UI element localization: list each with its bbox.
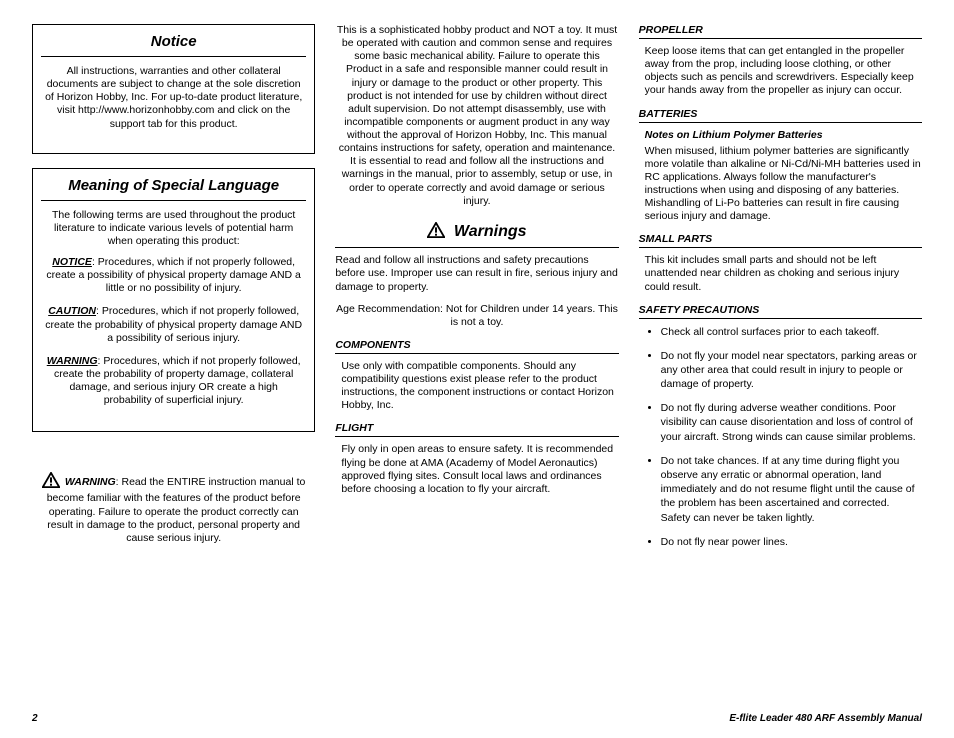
column-2: This is a sophisticated hobby product an… xyxy=(335,24,618,704)
list-item: Do not fly near power lines. xyxy=(661,535,922,549)
list-item: Do not take chances. If at any time duri… xyxy=(661,454,922,525)
warning-triangle-icon xyxy=(427,225,449,242)
list-item: Check all control surfaces prior to each… xyxy=(661,325,922,339)
propeller-head: PROPELLER xyxy=(639,24,922,39)
special-intro: The following terms are used throughout … xyxy=(45,209,302,248)
standalone-warning: WARNING: Read the ENTIRE instruction man… xyxy=(32,472,315,545)
def-term: WARNING xyxy=(47,355,98,367)
notice-body: All instructions, warranties and other c… xyxy=(45,65,302,131)
list-item: Do not fly during adverse weather condit… xyxy=(661,401,922,444)
warnings-intro: Read and follow all instructions and saf… xyxy=(335,254,618,295)
list-item: Do not fly your model near spectators, p… xyxy=(661,349,922,392)
warnings-title-text: Warnings xyxy=(454,223,527,240)
components-head: COMPONENTS xyxy=(335,339,618,354)
def-caution: CAUTION: Procedures, which if not proper… xyxy=(45,305,302,344)
components-body: Use only with compatible components. Sho… xyxy=(341,360,618,413)
warning-label: WARNING xyxy=(65,476,116,488)
smallparts-body: This kit includes small parts and should… xyxy=(645,254,922,293)
flight-head: FLIGHT xyxy=(335,422,618,437)
notice-title: Notice xyxy=(41,33,306,57)
batteries-subhead: Notes on Lithium Polymer Batteries xyxy=(645,129,922,141)
warning-triangle-icon xyxy=(42,472,60,492)
age-recommendation: Age Recommendation: Not for Children und… xyxy=(335,303,618,329)
notice-box: Notice All instructions, warranties and … xyxy=(32,24,315,154)
column-3: PROPELLER Keep loose items that can get … xyxy=(639,24,922,704)
special-title: Meaning of Special Language xyxy=(41,177,306,201)
warnings-heading: Warnings xyxy=(335,222,618,248)
batteries-head: BATTERIES xyxy=(639,108,922,123)
batteries-body: When misused, lithium polymer batteries … xyxy=(645,145,922,224)
safety-head: SAFETY PRECAUTIONS xyxy=(639,304,922,319)
page-columns: Notice All instructions, warranties and … xyxy=(32,24,922,704)
def-warning: WARNING: Procedures, which if not proper… xyxy=(45,355,302,408)
def-term: NOTICE xyxy=(52,256,92,268)
flight-body: Fly only in open areas to ensure safety.… xyxy=(341,443,618,496)
def-notice: NOTICE: Procedures, which if not properl… xyxy=(45,256,302,295)
smallparts-head: SMALL PARTS xyxy=(639,233,922,248)
safety-list: Check all control surfaces prior to each… xyxy=(661,325,922,549)
column-1: Notice All instructions, warranties and … xyxy=(32,24,315,704)
page-number: 2 xyxy=(32,713,38,724)
page-footer: 2 E-flite Leader 480 ARF Assembly Manual xyxy=(32,713,922,724)
def-term: CAUTION xyxy=(48,305,96,317)
propeller-body: Keep loose items that can get entangled … xyxy=(645,45,922,98)
special-language-box: Meaning of Special Language The followin… xyxy=(32,168,315,433)
intro-paragraph: This is a sophisticated hobby product an… xyxy=(335,24,618,208)
manual-title: E-flite Leader 480 ARF Assembly Manual xyxy=(729,713,922,724)
